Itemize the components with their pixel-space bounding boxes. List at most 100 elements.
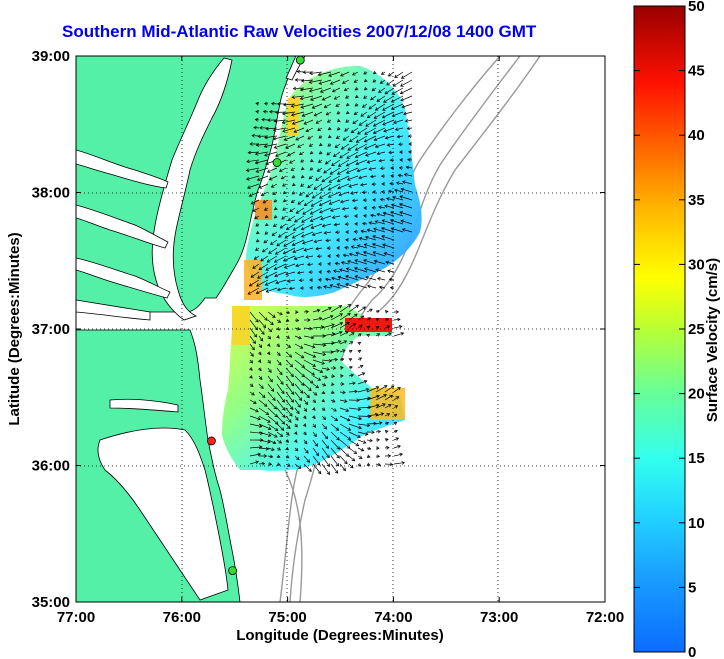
velocity-arrow bbox=[345, 283, 359, 289]
velocity-arrowhead bbox=[272, 314, 276, 318]
velocity-arrowhead bbox=[249, 360, 253, 364]
velocity-arrowhead bbox=[305, 255, 309, 259]
velocity-arrowhead bbox=[328, 73, 332, 77]
velocity-arrowhead bbox=[331, 162, 335, 166]
velocity-arrowhead bbox=[257, 416, 261, 421]
velocity-arrowhead bbox=[261, 461, 266, 466]
velocity-arrow bbox=[341, 143, 350, 150]
velocity-arrowhead bbox=[362, 306, 366, 310]
velocity-arrow bbox=[384, 404, 392, 409]
velocity-arrowhead bbox=[355, 251, 359, 256]
velocity-arrowhead bbox=[370, 174, 374, 179]
velocity-arrowhead bbox=[296, 69, 301, 74]
velocity-arrowhead bbox=[376, 446, 380, 450]
velocity-arrowhead bbox=[388, 332, 392, 336]
velocity-arrowhead bbox=[289, 406, 294, 410]
velocity-arrowhead bbox=[339, 313, 344, 317]
velocity-arrow bbox=[294, 455, 300, 460]
velocity-arrowhead bbox=[358, 122, 363, 126]
velocity-arrow bbox=[339, 455, 348, 464]
velocity-arrowhead bbox=[384, 430, 389, 434]
velocity-arrow bbox=[384, 413, 390, 417]
velocity-arrowhead bbox=[365, 123, 369, 127]
velocity-arrowhead bbox=[400, 219, 404, 224]
velocity-arrow bbox=[382, 219, 395, 225]
velocity-arrow bbox=[321, 333, 335, 337]
velocity-arrowhead bbox=[408, 142, 412, 146]
velocity-arrow bbox=[325, 111, 332, 116]
velocity-arrow bbox=[314, 111, 323, 117]
velocity-arrowhead bbox=[249, 142, 253, 146]
velocity-arrowhead bbox=[281, 399, 286, 403]
velocity-arrow bbox=[373, 228, 386, 233]
velocity-arrow bbox=[295, 263, 305, 267]
radar-station-marker bbox=[272, 158, 282, 167]
velocity-arrow bbox=[247, 183, 260, 189]
velocity-arrow bbox=[285, 383, 295, 395]
colorbar bbox=[633, 5, 686, 653]
velocity-arrow bbox=[300, 95, 314, 100]
velocity-arrow bbox=[328, 191, 341, 198]
velocity-arrow bbox=[330, 415, 338, 421]
velocity-arrow bbox=[393, 405, 398, 409]
velocity-arrow bbox=[393, 437, 399, 441]
velocity-arrowhead bbox=[312, 424, 316, 428]
velocity-arrowhead bbox=[314, 443, 318, 447]
velocity-arrow bbox=[287, 279, 296, 282]
velocity-arrowhead bbox=[382, 243, 386, 247]
velocity-arrowhead bbox=[276, 454, 281, 458]
velocity-arrow bbox=[357, 365, 364, 369]
velocity-arrowhead bbox=[310, 225, 315, 229]
velocity-arrowhead bbox=[305, 450, 309, 454]
velocity-arrowhead bbox=[348, 138, 353, 142]
velocity-arrowhead bbox=[269, 454, 274, 459]
bathymetry-contours bbox=[279, 56, 541, 602]
velocity-arrowhead bbox=[345, 267, 350, 271]
velocity-arrow bbox=[339, 151, 350, 159]
velocity-arrowhead bbox=[400, 331, 405, 336]
velocity-arrowhead bbox=[255, 247, 259, 251]
velocity-arrowhead bbox=[380, 190, 385, 194]
velocity-arrowhead bbox=[335, 230, 339, 235]
velocity-arrow bbox=[339, 407, 349, 412]
velocity-arrow bbox=[275, 151, 287, 157]
velocity-arrow bbox=[304, 199, 314, 206]
velocity-arrowhead bbox=[324, 277, 329, 282]
velocity-arrowhead bbox=[292, 227, 297, 231]
velocity-arrow bbox=[262, 247, 269, 253]
velocity-arrow bbox=[350, 191, 359, 194]
velocity-arrowhead bbox=[326, 119, 331, 123]
colorbar-label: Surface Velocity (cm/s) bbox=[704, 258, 721, 422]
velocity-arrow bbox=[265, 127, 278, 130]
velocity-arrowhead bbox=[267, 440, 271, 444]
velocity-arrow bbox=[393, 396, 399, 401]
velocity-arrow bbox=[321, 463, 330, 475]
colorbar-tick-label: 5 bbox=[688, 579, 696, 596]
velocity-arrowhead bbox=[364, 432, 369, 436]
x-axis-ticks: 77:00 76:00 75:00 74:00 73:00 72:00 bbox=[57, 56, 624, 626]
radar-station-marker bbox=[295, 55, 305, 65]
velocity-arrow bbox=[367, 285, 377, 289]
velocity-arrow bbox=[312, 367, 323, 373]
velocity-arrow bbox=[321, 431, 328, 439]
velocity-arrow bbox=[312, 375, 321, 381]
velocity-arrow bbox=[246, 167, 260, 171]
velocity-arrow bbox=[318, 79, 332, 85]
velocity-arrow bbox=[345, 275, 359, 281]
velocity-arrowhead bbox=[347, 147, 352, 151]
velocity-arrow bbox=[348, 463, 354, 469]
velocity-arrow bbox=[330, 313, 343, 321]
velocity-arrow bbox=[382, 111, 395, 118]
velocity-arrow bbox=[352, 238, 359, 241]
velocity-arrow bbox=[281, 215, 287, 220]
velocity-arrow bbox=[384, 87, 395, 95]
velocity-arrowhead bbox=[264, 214, 269, 219]
velocity-arrow bbox=[276, 439, 282, 444]
velocity-arrowhead bbox=[372, 130, 377, 134]
velocity-arrow bbox=[258, 319, 266, 328]
velocity-arrow bbox=[357, 127, 368, 135]
velocity-arrowhead bbox=[348, 349, 353, 354]
velocity-arrow bbox=[393, 453, 403, 457]
velocity-arrow bbox=[403, 111, 413, 115]
velocity-arrow bbox=[265, 279, 278, 286]
